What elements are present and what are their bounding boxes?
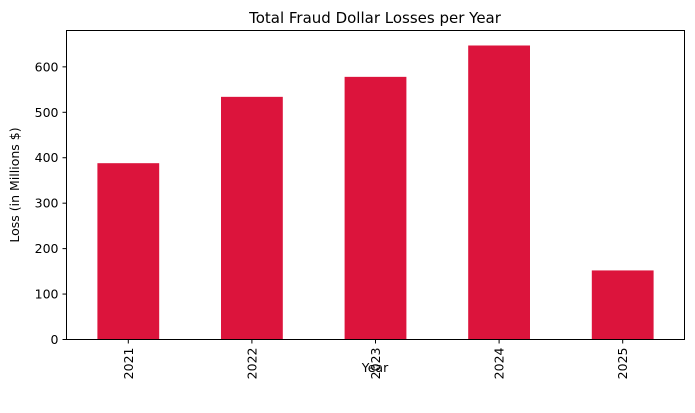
bar-2023 <box>344 76 407 340</box>
x-tick-label: 2021 <box>121 348 136 380</box>
y-tick-label: 100 <box>35 287 59 302</box>
x-tick-label: 2022 <box>244 348 259 380</box>
bar-2024 <box>468 45 530 340</box>
x-axis-title: Year <box>361 360 389 375</box>
y-axis-ticks: 0 100 200 300 400 500 600 <box>35 59 67 347</box>
y-axis-title: Loss (in Millions $) <box>7 127 22 242</box>
x-axis-ticks: 2021 2022 2023 2024 2025 <box>121 339 630 380</box>
x-tick-label: 2024 <box>492 347 507 379</box>
x-tick-label: 2023 <box>368 348 383 380</box>
plot-frame <box>66 30 685 340</box>
y-tick-label: 300 <box>35 196 59 211</box>
y-tick-label: 600 <box>35 59 59 74</box>
chart-title: Total Fraud Dollar Losses per Year <box>248 9 502 27</box>
bar-2022 <box>221 96 283 340</box>
y-tick-label: 500 <box>35 105 59 120</box>
y-tick-label: 200 <box>35 241 59 256</box>
bar-2021 <box>97 163 160 340</box>
bar-2025 <box>591 270 654 340</box>
y-tick-label: 0 <box>51 332 59 347</box>
x-tick-label: 2025 <box>615 348 630 380</box>
bars-group <box>97 45 654 340</box>
y-tick-label: 400 <box>35 150 59 165</box>
